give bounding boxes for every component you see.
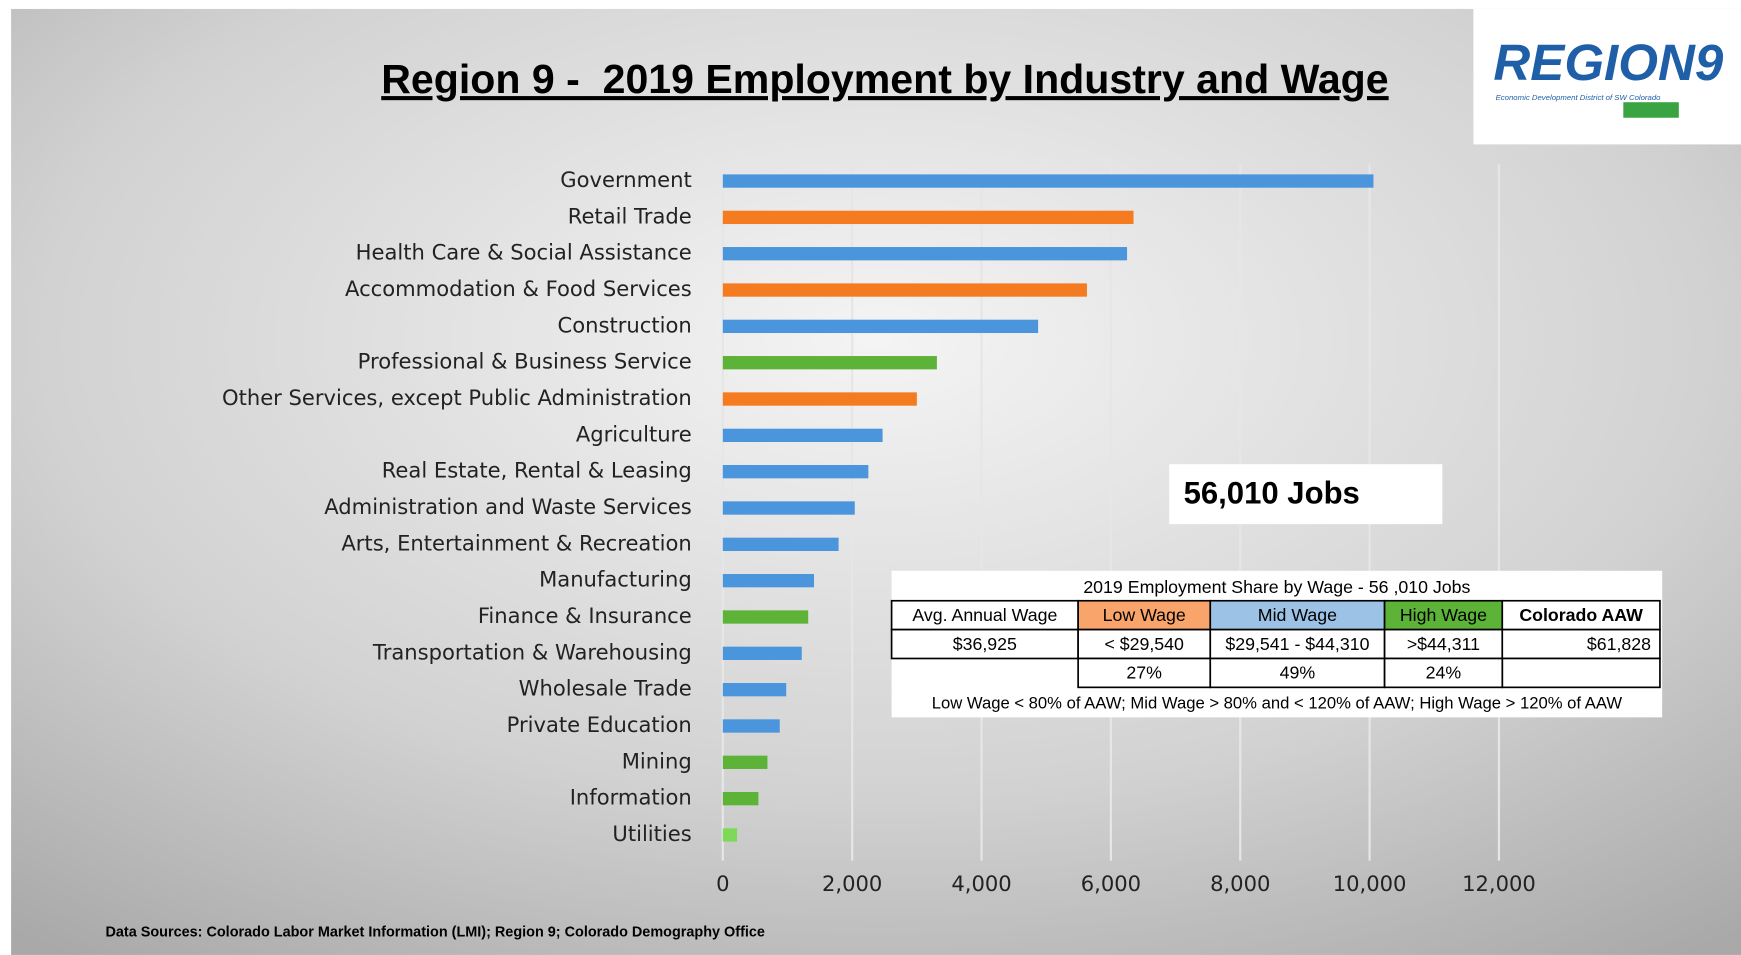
logo-text: REGION9	[1493, 34, 1723, 91]
bar	[722, 719, 780, 733]
wage-table: 2019 Employment Share by Wage - 56 ,010 …	[890, 570, 1663, 718]
y-tick-label: Arts, Entertainment & Recreation	[341, 530, 691, 555]
x-tick-label: 4,000	[951, 871, 1011, 896]
x-tick-label: 2,000	[822, 871, 882, 896]
y-tick-label: Manufacturing	[539, 567, 692, 592]
x-tick-label: 8,000	[1210, 871, 1270, 896]
logo-subtitle: Economic Development District of SW Colo…	[1496, 93, 1662, 102]
bar	[722, 356, 937, 370]
bar	[722, 501, 855, 515]
bar	[722, 574, 815, 588]
table-note: Low Wage < 80% of AAW; Mid Wage > 80% an…	[932, 693, 1623, 712]
bar	[722, 283, 1087, 297]
header-text: Avg. Annual Wage	[912, 605, 1057, 625]
logo-mark	[1623, 102, 1679, 118]
background	[11, 8, 1741, 955]
bar	[722, 683, 787, 697]
y-tick-label: Other Services, except Public Administra…	[222, 385, 692, 410]
bar	[722, 646, 802, 660]
y-tick-label: Information	[570, 785, 692, 810]
y-tick-label: Private Education	[507, 712, 692, 737]
y-tick-label: Government	[560, 167, 691, 192]
bar	[722, 755, 768, 769]
header-cell	[1501, 599, 1661, 631]
y-tick-label: Administration and Waste Services	[324, 494, 692, 519]
bar	[722, 210, 1134, 225]
row-text: >$44,311	[1407, 634, 1480, 654]
y-tick-label: Accommodation & Food Services	[345, 276, 692, 301]
y-tick-label: Wholesale Trade	[519, 676, 692, 701]
bar	[722, 392, 917, 406]
share-cell	[1209, 657, 1386, 689]
y-tick-label: Construction	[558, 312, 692, 337]
y-tick-label: Finance & Insurance	[478, 603, 692, 628]
header-text: Mid Wage	[1258, 605, 1337, 625]
header-text: High Wage	[1400, 605, 1487, 625]
bar	[722, 537, 839, 552]
bar	[722, 174, 1374, 188]
share-cell	[1383, 657, 1504, 689]
share-text: 24%	[1426, 663, 1462, 683]
bar	[722, 828, 738, 842]
logo-box	[1473, 8, 1741, 145]
bar	[722, 610, 809, 624]
x-tick-label: 12,000	[1462, 871, 1536, 896]
row-text: < $29,540	[1104, 634, 1184, 654]
bar	[722, 247, 1128, 261]
y-tick-label: Health Care & Social Assistance	[356, 240, 692, 265]
share-text: 27%	[1126, 663, 1162, 683]
y-tick-label: Transportation & Warehousing	[372, 639, 692, 664]
table-cells: Avg. Annual Wage Low Wage Mid Wage High Wag…	[890, 599, 1661, 689]
header-text: Colorado AAW	[1519, 605, 1643, 625]
x-tick-label: 0	[716, 871, 729, 896]
row-text: $61,828	[1587, 634, 1651, 654]
header-text: Low Wage	[1103, 605, 1186, 625]
y-tick-label: Retail Trade	[568, 203, 692, 228]
y-tick-label: Real Estate, Rental & Leasing	[382, 458, 692, 483]
source: Data Sources: Colorado Labor Market Info…	[105, 925, 764, 941]
share-cell	[1501, 657, 1661, 689]
y-tick-label: Agriculture	[576, 421, 692, 446]
chart-title: Region 9 - 2019 Employment by Industry a…	[381, 56, 1388, 102]
bar	[722, 428, 883, 443]
x-tick-label: 6,000	[1081, 871, 1141, 896]
bar	[722, 319, 1039, 334]
plot: 0 2,000 4,000 6,000 8,000 10,000 12,000 Governm…	[222, 164, 1536, 896]
share-text: 49%	[1280, 663, 1316, 683]
row-text: $36,925	[953, 634, 1017, 654]
jobs-box	[1169, 464, 1443, 525]
y-tick-label: Professional & Business Service	[358, 349, 692, 374]
y-tick-label: Utilities	[612, 821, 691, 846]
row-cell	[1383, 628, 1504, 660]
jobs-text: 56,010 Jobs	[1184, 475, 1360, 510]
y-tick-label: Mining	[622, 748, 692, 773]
x-tick-label: 10,000	[1333, 871, 1407, 896]
row-text: $29,541 - $44,310	[1225, 634, 1369, 654]
bar	[722, 465, 869, 479]
table-title: 2019 Employment Share by Wage - 56 ,010 …	[1083, 577, 1470, 597]
bar	[722, 791, 759, 806]
